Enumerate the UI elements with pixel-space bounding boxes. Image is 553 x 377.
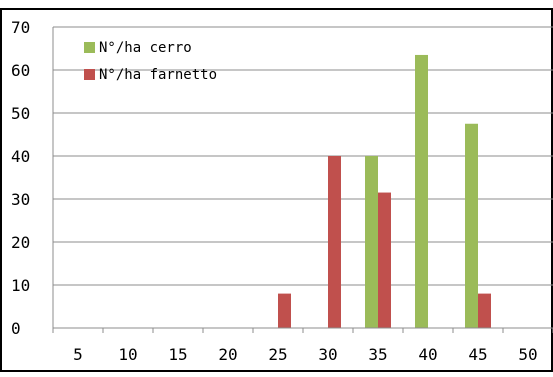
- bar-cerro-45: [465, 123, 478, 328]
- x-tick-label-35: 35: [368, 345, 387, 364]
- x-tick-label-15: 15: [168, 345, 187, 364]
- y-tick-label-20: 20: [11, 233, 30, 252]
- legend-swatch-cerro: [84, 42, 95, 53]
- bar-farnetto-45: [478, 293, 491, 328]
- bar-cerro-40: [415, 54, 428, 328]
- y-tick-label-60: 60: [11, 61, 30, 80]
- bar-farnetto-30: [328, 156, 341, 328]
- bars: [278, 54, 491, 328]
- legend-label-cerro: N°/ha cerro: [99, 40, 192, 56]
- legend-swatch-farnetto: [84, 69, 95, 80]
- x-tick-label-25: 25: [268, 345, 287, 364]
- x-tick-label-5: 5: [73, 345, 83, 364]
- y-tick-label-30: 30: [11, 190, 30, 209]
- x-tick-label-10: 10: [118, 345, 137, 364]
- y-tick-label-10: 10: [11, 276, 30, 295]
- axes: [52, 27, 553, 333]
- x-tick-label-50: 50: [518, 345, 537, 364]
- y-tick-label-0: 0: [11, 319, 21, 338]
- y-tick-labels: 0 10 20 30 40 50 60 70: [11, 18, 30, 338]
- y-tick-label-40: 40: [11, 147, 30, 166]
- bar-farnetto-25: [278, 293, 291, 328]
- bar-farnetto-35: [378, 192, 391, 328]
- legend: N°/ha cerro N°/ha farnetto: [84, 40, 217, 83]
- y-tick-label-70: 70: [11, 18, 30, 37]
- x-tick-labels: 5 10 15 20 25 30 35 40 45 50: [73, 345, 537, 364]
- x-tick-label-45: 45: [468, 345, 487, 364]
- bar-cerro-35: [365, 156, 378, 328]
- x-tick-label-40: 40: [418, 345, 437, 364]
- legend-label-farnetto: N°/ha farnetto: [99, 67, 217, 83]
- x-tick-label-20: 20: [218, 345, 237, 364]
- x-tick-label-30: 30: [318, 345, 337, 364]
- y-tick-label-50: 50: [11, 104, 30, 123]
